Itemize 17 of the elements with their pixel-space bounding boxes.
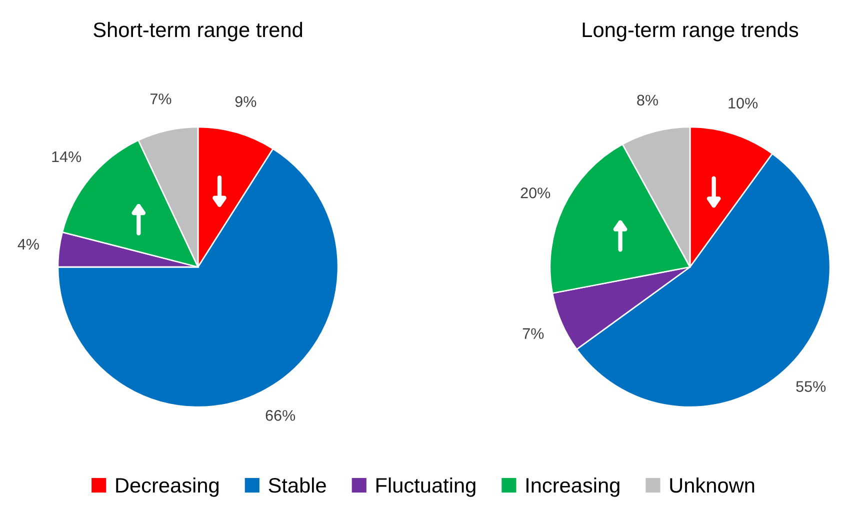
legend-label: Fluctuating: [376, 477, 476, 497]
data-label: 9%: [235, 96, 256, 107]
data-label: 7%: [150, 94, 172, 104]
data-label: 14%: [52, 151, 82, 162]
chart-title: Short-term range trend: [94, 22, 302, 42]
data-label: 66%: [266, 410, 296, 421]
legend-label: Decreasing: [116, 477, 219, 497]
legend-label: Stable: [268, 477, 326, 493]
chart-title: Long-term range trends: [582, 22, 798, 42]
data-label: 4%: [18, 238, 39, 250]
data-label: 20%: [520, 188, 550, 198]
legend-label: Increasing: [526, 477, 620, 497]
data-label: 10%: [728, 98, 758, 109]
data-label: 8%: [637, 94, 658, 106]
data-label: 55%: [796, 381, 826, 392]
legend-label: Unknown: [670, 477, 754, 493]
data-label: 7%: [522, 328, 544, 339]
